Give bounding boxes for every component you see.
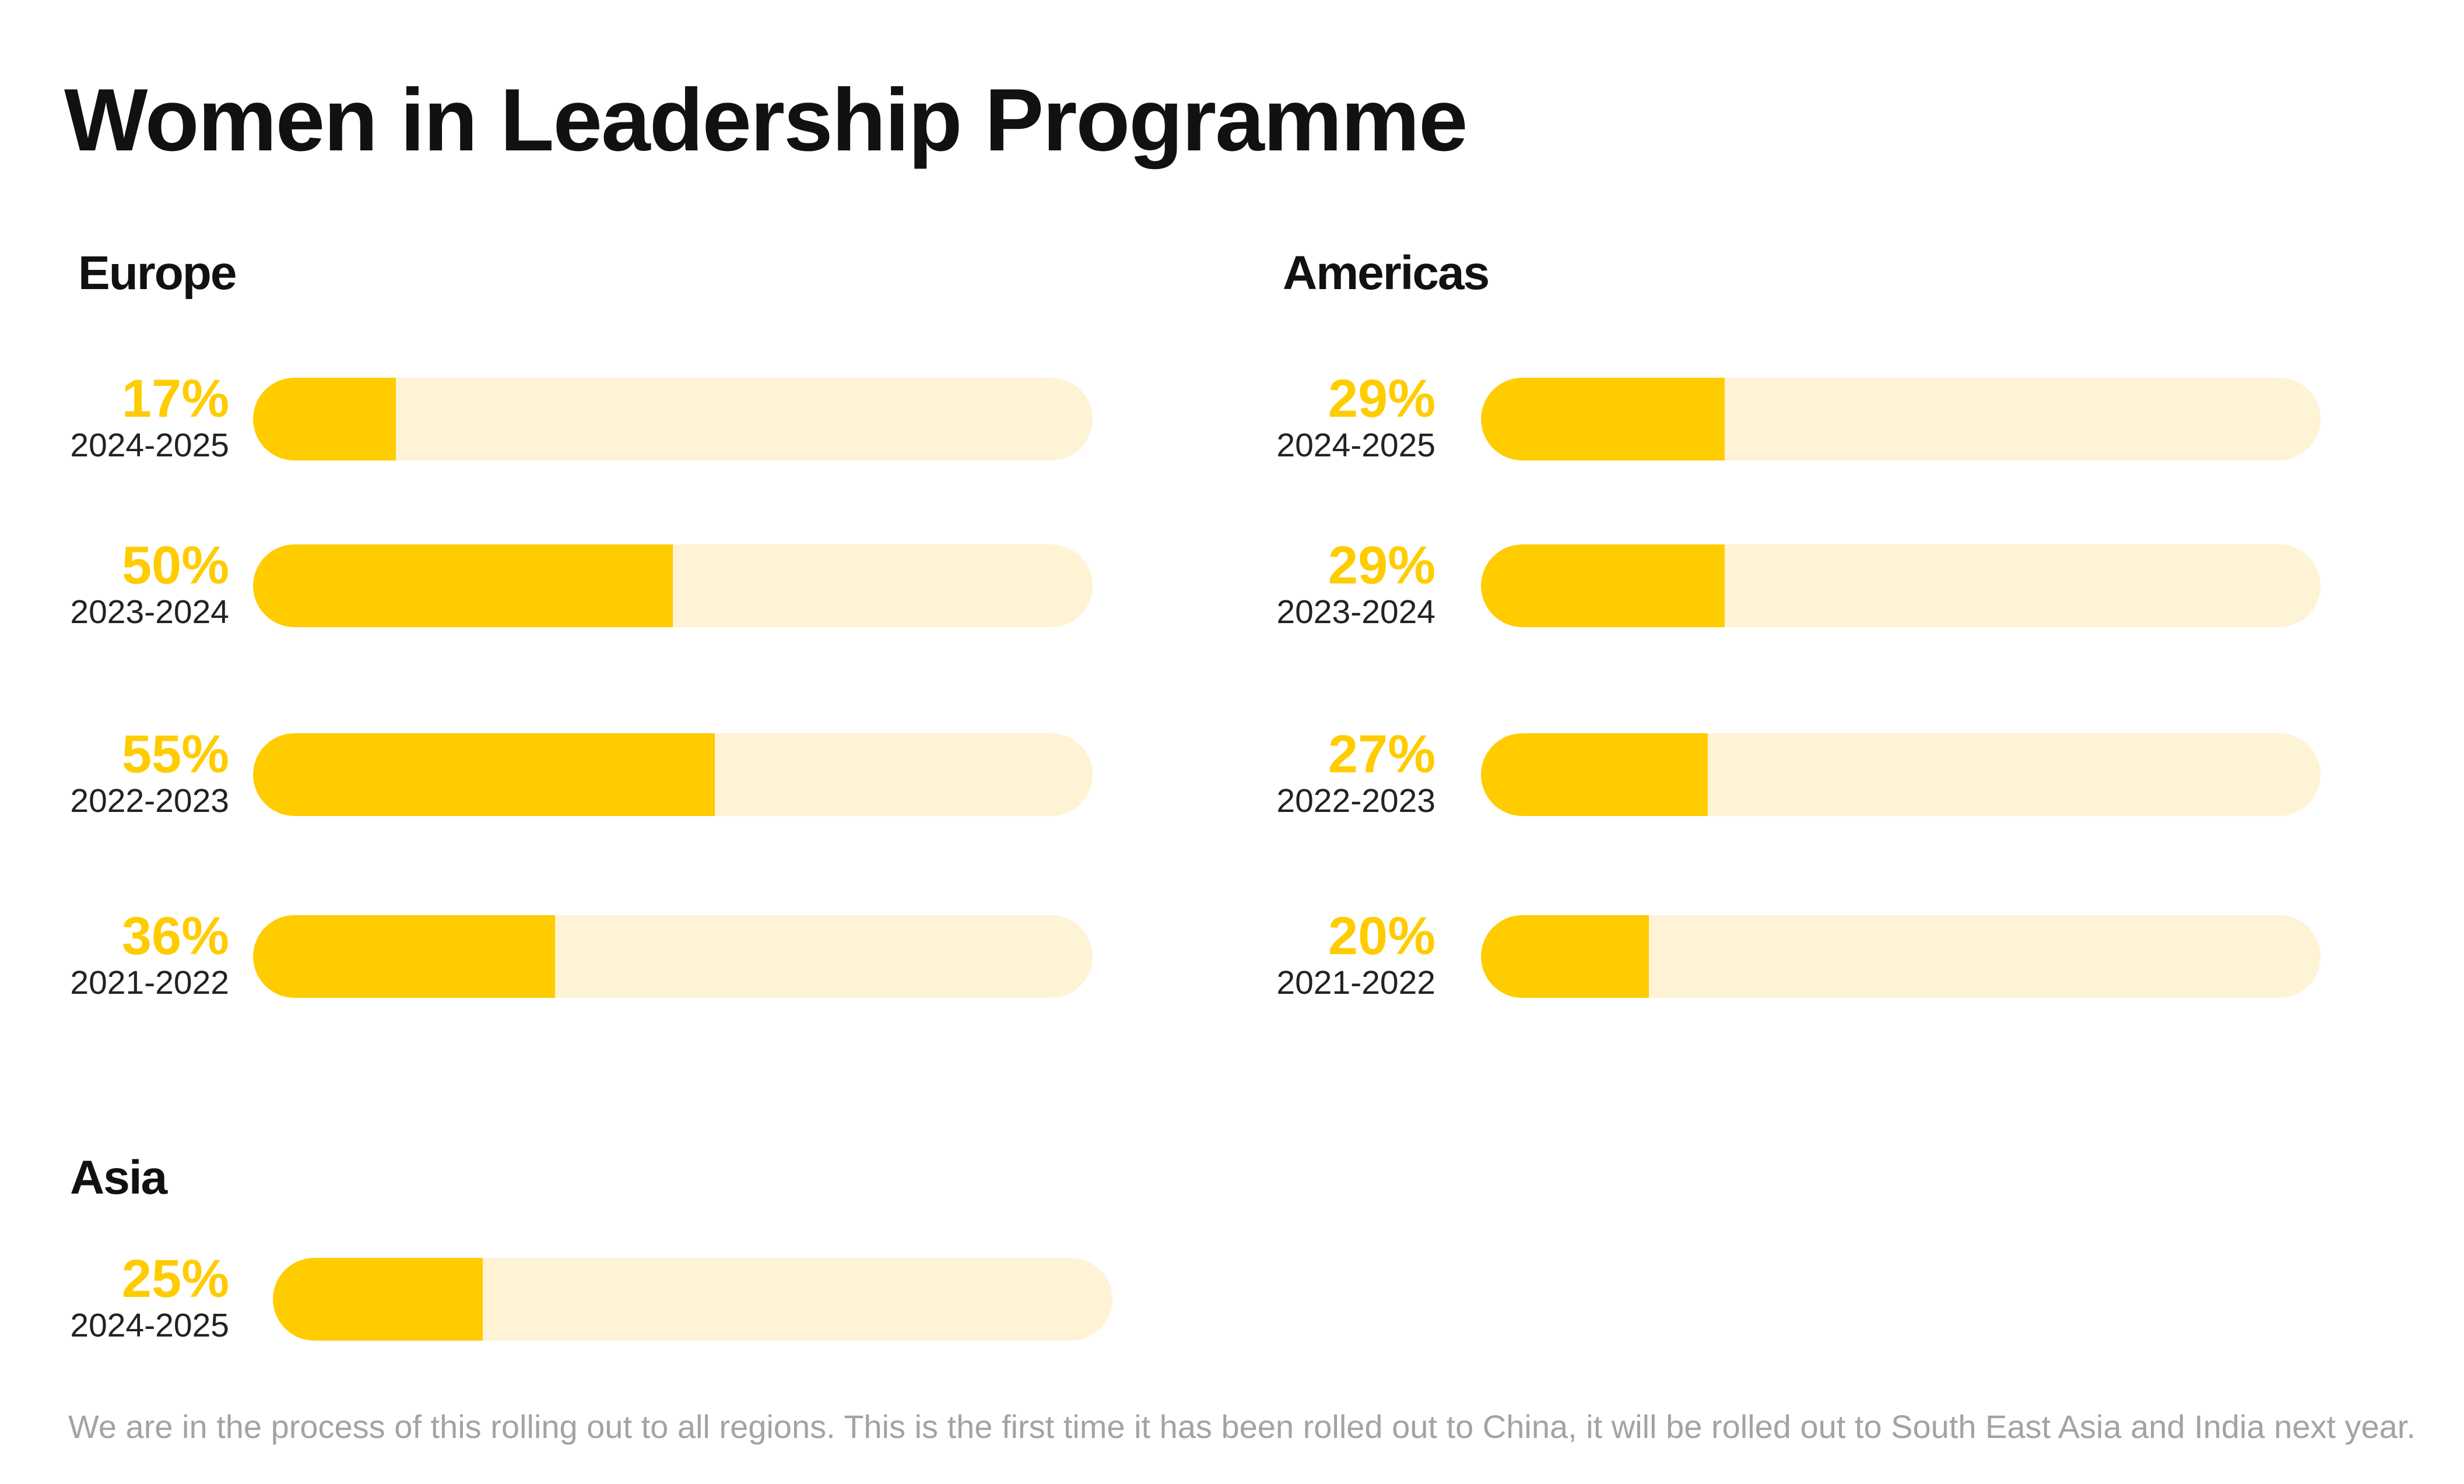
bar-track-europe-2021-2022 — [253, 915, 1093, 998]
bar-label-europe-2024-2025: 17% 2024-2025 — [0, 372, 229, 462]
category-label: 2022-2023 — [70, 782, 229, 820]
footnote: We are in the process of this rolling ou… — [68, 1408, 2416, 1445]
category-label: 2021-2022 — [1276, 964, 1435, 1001]
value-label: 25% — [121, 1249, 229, 1309]
value-label: 50% — [121, 536, 229, 595]
bar-label-europe-2021-2022: 36% 2021-2022 — [0, 909, 229, 1000]
value-label: 20% — [1328, 906, 1435, 966]
bar-track-europe-2022-2023 — [253, 733, 1093, 816]
value-label: 36% — [121, 906, 229, 966]
bar-americas-2022-2023 — [1481, 733, 1708, 816]
value-label: 29% — [1328, 536, 1435, 595]
bar-europe-2023-2024 — [253, 544, 673, 627]
category-label: 2022-2023 — [1276, 782, 1435, 820]
bar-europe-2022-2023 — [253, 733, 715, 816]
category-label: 2023-2024 — [1276, 593, 1435, 631]
category-label: 2023-2024 — [70, 593, 229, 631]
bar-asia-2024-2025 — [273, 1258, 483, 1341]
bar-label-americas-2023-2024: 29% 2023-2024 — [1202, 539, 1435, 629]
bar-track-asia-2024-2025 — [273, 1258, 1112, 1341]
bar-europe-2021-2022 — [253, 915, 556, 998]
bar-track-americas-2021-2022 — [1481, 915, 2321, 998]
bar-label-europe-2023-2024: 50% 2023-2024 — [0, 539, 229, 629]
value-label: 29% — [1328, 369, 1435, 428]
bar-americas-2021-2022 — [1481, 915, 1649, 998]
page-title: Women in Leadership Programme — [64, 71, 1468, 170]
bar-americas-2024-2025 — [1481, 378, 1725, 460]
region-heading-asia: Asia — [70, 1151, 167, 1204]
bar-track-americas-2022-2023 — [1481, 733, 2321, 816]
bar-track-americas-2023-2024 — [1481, 544, 2321, 627]
bar-label-europe-2022-2023: 55% 2022-2023 — [0, 727, 229, 818]
value-label: 55% — [121, 725, 229, 784]
bar-europe-2024-2025 — [253, 378, 396, 460]
bar-label-asia-2024-2025: 25% 2024-2025 — [0, 1252, 229, 1342]
region-heading-americas: Americas — [1283, 247, 1490, 300]
bar-track-europe-2024-2025 — [253, 378, 1093, 460]
value-label: 17% — [121, 369, 229, 428]
bar-label-americas-2024-2025: 29% 2024-2025 — [1202, 372, 1435, 462]
bar-track-europe-2023-2024 — [253, 544, 1093, 627]
region-heading-europe: Europe — [78, 247, 237, 300]
bar-label-americas-2022-2023: 27% 2022-2023 — [1202, 727, 1435, 818]
category-label: 2024-2025 — [70, 427, 229, 464]
value-label: 27% — [1328, 725, 1435, 784]
category-label: 2024-2025 — [1276, 427, 1435, 464]
bar-track-americas-2024-2025 — [1481, 378, 2321, 460]
category-label: 2021-2022 — [70, 964, 229, 1001]
bar-label-americas-2021-2022: 20% 2021-2022 — [1202, 909, 1435, 1000]
category-label: 2024-2025 — [70, 1307, 229, 1344]
bar-americas-2023-2024 — [1481, 544, 1725, 627]
